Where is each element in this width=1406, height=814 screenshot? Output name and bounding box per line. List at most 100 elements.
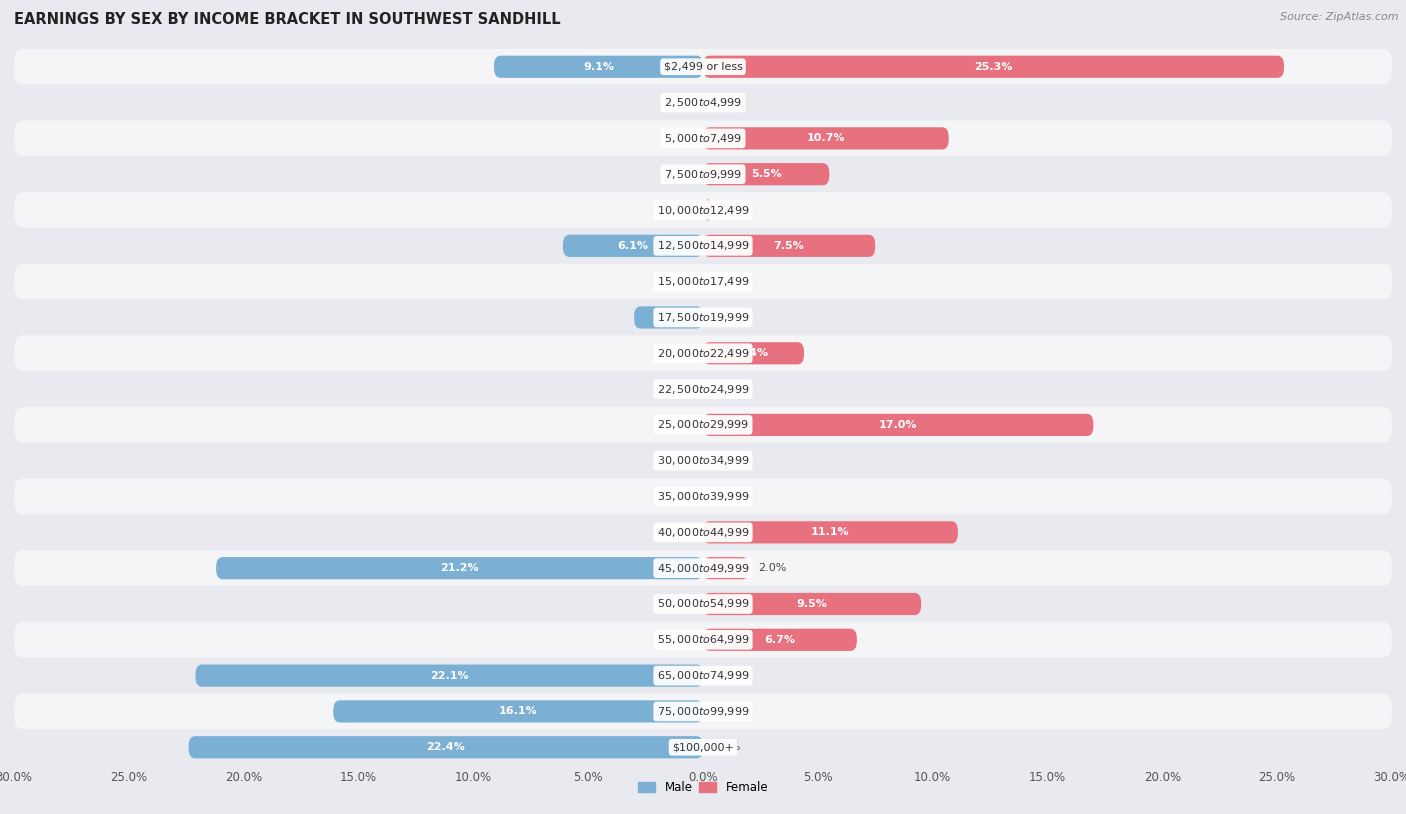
Text: $55,000 to $64,999: $55,000 to $64,999 (657, 633, 749, 646)
Text: 0.0%: 0.0% (665, 205, 693, 215)
Legend: Male, Female: Male, Female (633, 777, 773, 799)
Text: 0.0%: 0.0% (665, 384, 693, 394)
Text: Source: ZipAtlas.com: Source: ZipAtlas.com (1281, 12, 1399, 22)
FancyBboxPatch shape (14, 49, 1392, 85)
Text: 4.4%: 4.4% (738, 348, 769, 358)
Text: 5.5%: 5.5% (751, 169, 782, 179)
FancyBboxPatch shape (14, 514, 1392, 550)
Text: $65,000 to $74,999: $65,000 to $74,999 (657, 669, 749, 682)
FancyBboxPatch shape (14, 228, 1392, 264)
Text: 2.0%: 2.0% (758, 563, 786, 573)
FancyBboxPatch shape (14, 694, 1392, 729)
FancyBboxPatch shape (14, 658, 1392, 694)
FancyBboxPatch shape (188, 736, 703, 759)
Text: 0.0%: 0.0% (665, 527, 693, 537)
Text: 7.5%: 7.5% (773, 241, 804, 251)
FancyBboxPatch shape (14, 729, 1392, 765)
FancyBboxPatch shape (14, 85, 1392, 120)
FancyBboxPatch shape (14, 586, 1392, 622)
FancyBboxPatch shape (703, 163, 830, 186)
Text: 21.2%: 21.2% (440, 563, 479, 573)
Text: $17,500 to $19,999: $17,500 to $19,999 (657, 311, 749, 324)
FancyBboxPatch shape (703, 342, 804, 365)
FancyBboxPatch shape (494, 55, 703, 78)
Text: 0.0%: 0.0% (665, 420, 693, 430)
Text: 9.1%: 9.1% (583, 62, 614, 72)
Text: 0.0%: 0.0% (665, 348, 693, 358)
Text: $25,000 to $29,999: $25,000 to $29,999 (657, 418, 749, 431)
FancyBboxPatch shape (14, 371, 1392, 407)
Text: $45,000 to $49,999: $45,000 to $49,999 (657, 562, 749, 575)
Text: 0.0%: 0.0% (713, 98, 741, 107)
Text: 0.0%: 0.0% (713, 277, 741, 287)
FancyBboxPatch shape (703, 127, 949, 150)
Text: 16.1%: 16.1% (499, 707, 537, 716)
FancyBboxPatch shape (14, 300, 1392, 335)
FancyBboxPatch shape (14, 407, 1392, 443)
Text: 0.0%: 0.0% (665, 599, 693, 609)
FancyBboxPatch shape (14, 622, 1392, 658)
FancyBboxPatch shape (14, 479, 1392, 514)
FancyBboxPatch shape (14, 192, 1392, 228)
Text: 6.7%: 6.7% (765, 635, 796, 645)
FancyBboxPatch shape (703, 199, 713, 221)
FancyBboxPatch shape (703, 234, 875, 257)
Text: 0.0%: 0.0% (665, 169, 693, 179)
Text: 0.0%: 0.0% (713, 707, 741, 716)
Text: 0.0%: 0.0% (713, 384, 741, 394)
Text: 17.0%: 17.0% (879, 420, 918, 430)
Text: $75,000 to $99,999: $75,000 to $99,999 (657, 705, 749, 718)
Text: 25.3%: 25.3% (974, 62, 1012, 72)
FancyBboxPatch shape (703, 521, 957, 544)
FancyBboxPatch shape (14, 443, 1392, 479)
Text: 6.1%: 6.1% (617, 241, 648, 251)
FancyBboxPatch shape (14, 120, 1392, 156)
Text: $35,000 to $39,999: $35,000 to $39,999 (657, 490, 749, 503)
Text: $22,500 to $24,999: $22,500 to $24,999 (657, 383, 749, 396)
FancyBboxPatch shape (703, 593, 921, 615)
Text: 9.5%: 9.5% (797, 599, 828, 609)
Text: $2,500 to $4,999: $2,500 to $4,999 (664, 96, 742, 109)
Text: 0.0%: 0.0% (665, 277, 693, 287)
FancyBboxPatch shape (634, 306, 703, 329)
Text: $5,000 to $7,499: $5,000 to $7,499 (664, 132, 742, 145)
Text: 0.0%: 0.0% (665, 492, 693, 501)
Text: $30,000 to $34,999: $30,000 to $34,999 (657, 454, 749, 467)
Text: 0.0%: 0.0% (665, 635, 693, 645)
FancyBboxPatch shape (703, 557, 749, 580)
Text: 22.1%: 22.1% (430, 671, 468, 681)
Text: $50,000 to $54,999: $50,000 to $54,999 (657, 597, 749, 610)
FancyBboxPatch shape (333, 700, 703, 723)
Text: 0.0%: 0.0% (665, 456, 693, 466)
Text: 22.4%: 22.4% (426, 742, 465, 752)
FancyBboxPatch shape (14, 550, 1392, 586)
FancyBboxPatch shape (703, 628, 856, 651)
Text: $2,499 or less: $2,499 or less (664, 62, 742, 72)
FancyBboxPatch shape (703, 414, 1094, 436)
FancyBboxPatch shape (14, 156, 1392, 192)
Text: $15,000 to $17,499: $15,000 to $17,499 (657, 275, 749, 288)
Text: 0.0%: 0.0% (713, 492, 741, 501)
Text: 0.4%: 0.4% (721, 205, 749, 215)
Text: $40,000 to $44,999: $40,000 to $44,999 (657, 526, 749, 539)
FancyBboxPatch shape (195, 664, 703, 687)
Text: $7,500 to $9,999: $7,500 to $9,999 (664, 168, 742, 181)
FancyBboxPatch shape (14, 264, 1392, 300)
FancyBboxPatch shape (562, 234, 703, 257)
Text: 0.0%: 0.0% (665, 98, 693, 107)
Text: EARNINGS BY SEX BY INCOME BRACKET IN SOUTHWEST SANDHILL: EARNINGS BY SEX BY INCOME BRACKET IN SOU… (14, 12, 561, 27)
Text: 0.0%: 0.0% (713, 313, 741, 322)
FancyBboxPatch shape (14, 335, 1392, 371)
Text: 11.1%: 11.1% (811, 527, 849, 537)
Text: 10.7%: 10.7% (807, 133, 845, 143)
Text: 0.0%: 0.0% (713, 671, 741, 681)
FancyBboxPatch shape (703, 55, 1284, 78)
Text: 3.0%: 3.0% (654, 313, 683, 322)
Text: $20,000 to $22,499: $20,000 to $22,499 (657, 347, 749, 360)
Text: $100,000+: $100,000+ (672, 742, 734, 752)
Text: 0.0%: 0.0% (713, 742, 741, 752)
Text: $10,000 to $12,499: $10,000 to $12,499 (657, 204, 749, 217)
Text: 0.0%: 0.0% (665, 133, 693, 143)
Text: $12,500 to $14,999: $12,500 to $14,999 (657, 239, 749, 252)
FancyBboxPatch shape (217, 557, 703, 580)
